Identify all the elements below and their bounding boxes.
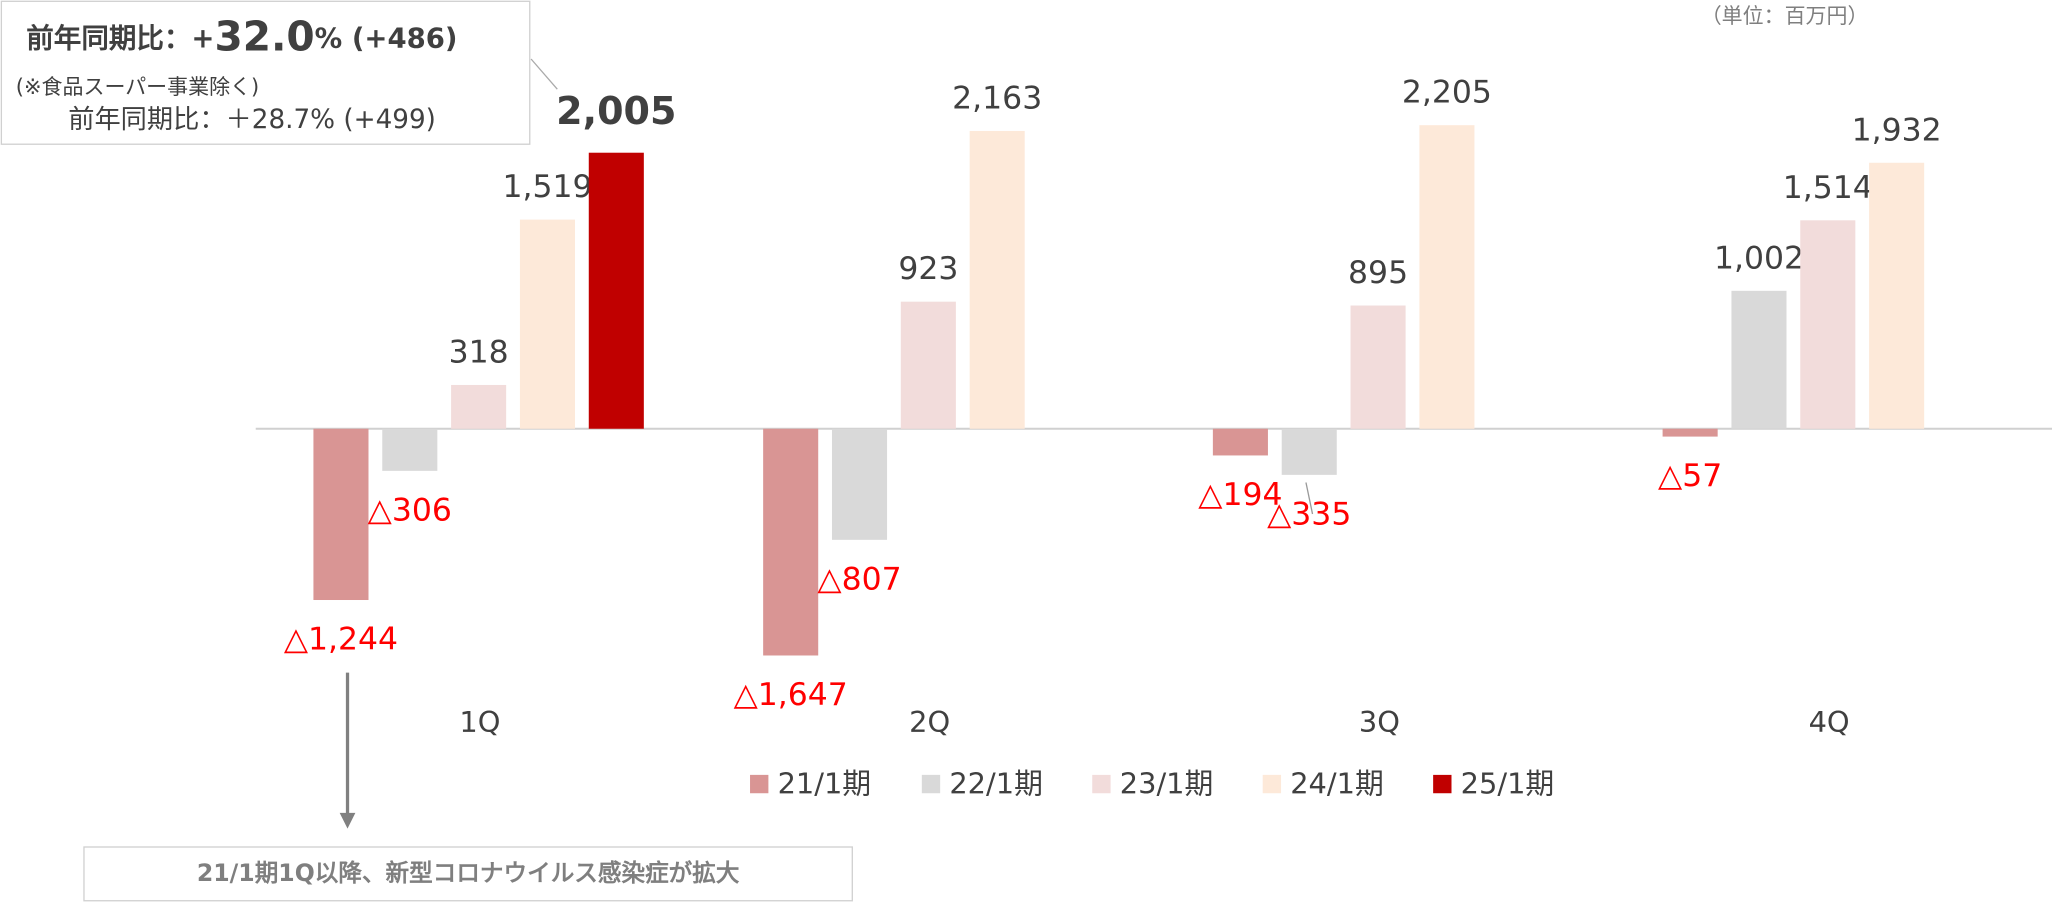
value-label: 1,932 (1852, 112, 1942, 148)
legend-label: 24/1期 (1290, 766, 1384, 800)
value-label: △335 (1267, 497, 1351, 533)
value-label: 1,002 (1714, 240, 1804, 276)
bar (519, 219, 575, 429)
bar (1350, 305, 1406, 429)
value-label: △194 (1198, 477, 1282, 513)
arrow-head (339, 812, 356, 829)
bar (969, 130, 1025, 429)
annotation-box (0, 0, 531, 145)
headline-part: % (+486) (315, 22, 458, 54)
bar (831, 428, 888, 540)
callout-line (530, 58, 558, 90)
footnote-box (83, 846, 853, 902)
bar (588, 152, 644, 429)
annotation-note: (※食品スーパー事業除く) (16, 75, 259, 99)
value-label: 2,205 (1402, 75, 1492, 111)
headline-part: 32.0 (214, 12, 314, 60)
value-label: 2,163 (952, 80, 1042, 116)
value-label: 1,514 (1783, 170, 1873, 206)
legend-label: 22/1期 (949, 766, 1043, 800)
x-tick-label: 2Q (909, 705, 950, 739)
unit-note: （単位：百万円） (1701, 4, 1869, 28)
x-tick-label: 1Q (459, 705, 500, 739)
leader-line (1305, 482, 1314, 515)
x-tick-label: 3Q (1359, 705, 1400, 739)
legend-swatch (921, 774, 941, 794)
value-label: △807 (817, 561, 901, 597)
value-label: △306 (368, 493, 452, 529)
bar (382, 428, 438, 471)
bar (451, 384, 507, 429)
annotation-headline: 前年同期比：+32.0% (+486) (26, 12, 457, 60)
value-label: 895 (1348, 255, 1408, 291)
bar (763, 428, 819, 656)
annotation-value: 前年同期比：＋28.7% (+499) (68, 105, 436, 135)
bar (900, 301, 956, 429)
value-label: △1,647 (734, 677, 848, 713)
legend-label: 25/1期 (1461, 766, 1555, 800)
legend-swatch (1092, 774, 1111, 794)
bar (1419, 125, 1475, 429)
value-label: 318 (449, 334, 509, 370)
legend-label: 21/1期 (778, 766, 872, 800)
bar (1800, 220, 1856, 429)
bar (1662, 428, 1718, 437)
headline-part: 前年同期比：+ (26, 22, 214, 54)
value-label: 1,519 (502, 169, 592, 205)
bar (1281, 428, 1337, 475)
legend-swatch (750, 774, 769, 794)
legend-label: 23/1期 (1120, 766, 1214, 800)
value-label: △57 (1658, 458, 1722, 494)
value-label: △1,244 (284, 622, 398, 658)
bar (1731, 290, 1787, 429)
legend-swatch (1262, 774, 1282, 794)
value-label: 2,005 (556, 89, 676, 133)
value-label: 923 (898, 251, 958, 287)
x-tick-label: 4Q (1809, 705, 1850, 739)
bar (1212, 428, 1268, 456)
bar (313, 428, 369, 601)
legend-swatch (1433, 774, 1452, 794)
bar (1869, 162, 1925, 429)
footnote: 21/1期1Q以降、新型コロナウイルス感染症が拡大 (197, 859, 740, 887)
